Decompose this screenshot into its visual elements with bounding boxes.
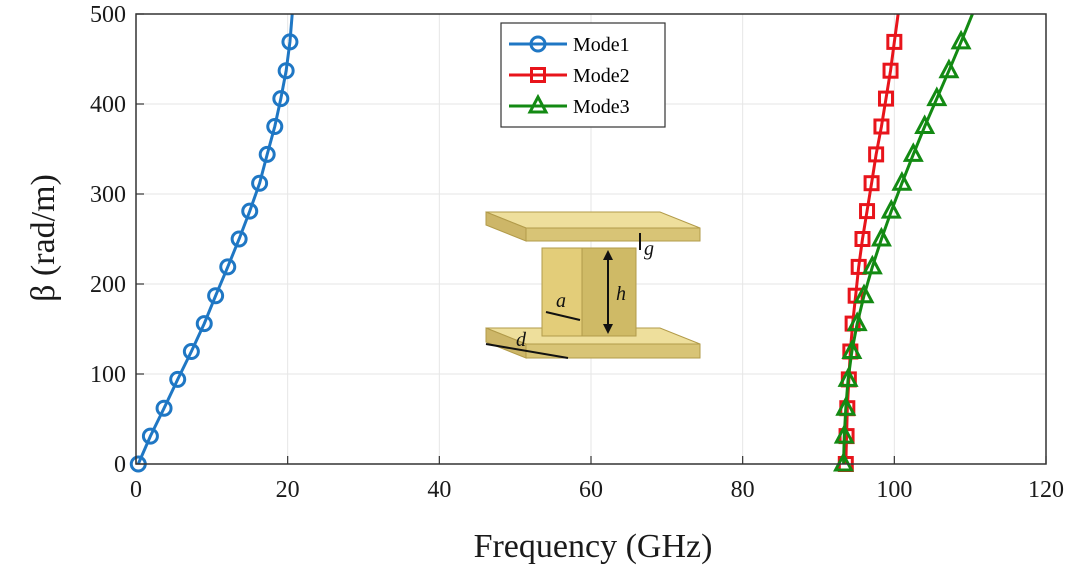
legend-marker-mode3 [527, 93, 549, 114]
y-tick-label: 100 [90, 362, 126, 388]
series-mode3-point [835, 396, 857, 416]
inset-h-arrowhead-bottom [603, 324, 613, 334]
x-tick-label: 60 [579, 477, 603, 503]
x-tick-label: 40 [427, 477, 451, 503]
series-mode1-line [136, 13, 294, 465]
inset-a-arrow [545, 311, 581, 321]
x-tick-label: 100 [876, 477, 912, 503]
y-axis-label: β (rad/m) [25, 174, 62, 302]
series-mode1-point [207, 287, 225, 305]
series-mode1-point [281, 33, 299, 51]
series-mode2-point [863, 175, 880, 192]
inset-d-arrow [485, 343, 569, 359]
inset-label-d: d [516, 329, 527, 351]
series-mode1 [129, 13, 299, 473]
series-mode1-point [219, 258, 237, 276]
inset-label-h: h [616, 283, 626, 305]
series-mode1-point [195, 315, 213, 333]
series-mode3-point [870, 226, 892, 247]
series-mode3-point [853, 283, 875, 304]
y-tick-label: 500 [90, 2, 126, 28]
series-mode1-point [241, 202, 259, 220]
series-mode3-point [926, 86, 948, 107]
series-mode3-point [833, 423, 855, 444]
series-mode2-line [844, 13, 900, 465]
series-mode1-point [277, 62, 295, 80]
x-tick-label: 80 [731, 477, 755, 503]
inset-label-g: g [644, 238, 654, 260]
series-mode3-point [837, 367, 859, 387]
x-axis-label: Frequency (GHz) [474, 528, 713, 565]
x-tick-label: 120 [1028, 477, 1064, 503]
series-mode3-line [842, 13, 974, 465]
series-mode2-point [868, 146, 885, 163]
series-mode3-point [861, 254, 883, 275]
series-mode1-point [266, 118, 284, 135]
legend-marker-mode1 [529, 35, 547, 53]
x-tick-label: 20 [276, 477, 300, 503]
series-mode3-point [833, 451, 855, 472]
legend-label-mode3: Mode3 [573, 96, 630, 118]
legend: Mode1 Mode2 Mode3 [500, 22, 666, 128]
series-mode1-point [169, 370, 187, 388]
series-mode2-point [877, 90, 894, 107]
series-mode2-point [850, 258, 867, 275]
series-mode3-point [880, 198, 902, 219]
legend-marker-mode2 [530, 67, 546, 83]
series-mode2-point [854, 231, 871, 247]
series-mode2-point [873, 118, 890, 135]
series-mode3-point [950, 29, 972, 50]
inset-label-a: a [556, 290, 566, 312]
series-mode1-point [141, 427, 159, 445]
unit-cell-inset: g h a d [485, 211, 701, 359]
x-tick-label: 0 [130, 477, 142, 503]
inset-top-plate-side [525, 227, 701, 242]
series-mode2-point [886, 33, 903, 50]
legend-label-mode1: Mode1 [573, 34, 630, 56]
series-mode1-point [251, 174, 269, 192]
series-mode2-point [859, 203, 876, 220]
y-tick-label: 0 [114, 452, 126, 478]
axis-ticks: 0 20 40 60 80 100 120 0 100 200 300 400 500 [90, 2, 1064, 503]
series-mode1-point [182, 343, 200, 360]
y-tick-label: 400 [90, 92, 126, 118]
inset-h-arrowhead-top [603, 250, 613, 260]
series-mode3-point [841, 339, 863, 359]
series-mode2-point [882, 62, 899, 79]
series-mode3-point [891, 171, 913, 191]
series-mode1-point [272, 90, 290, 108]
inset-bottom-plate-side [525, 343, 701, 359]
y-tick-label: 300 [90, 182, 126, 208]
y-tick-label: 200 [90, 272, 126, 298]
series-mode3-point [846, 311, 868, 332]
series-mode1-point [155, 399, 173, 417]
series-mode3-point [938, 58, 960, 79]
series-mode3 [833, 13, 974, 472]
series-mode3-point [914, 114, 936, 134]
legend-label-mode2: Mode2 [573, 65, 630, 87]
series-mode1-point [230, 230, 248, 248]
series-mode3-point [902, 142, 924, 162]
series-mode1-point [258, 145, 276, 163]
